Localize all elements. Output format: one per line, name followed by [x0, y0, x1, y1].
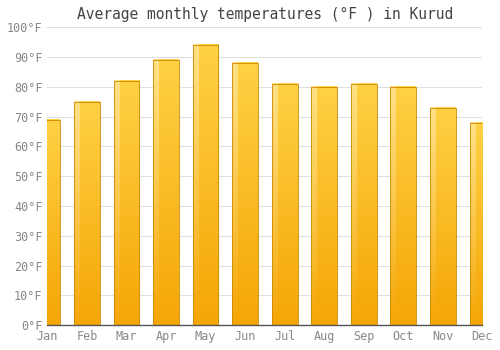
- Bar: [232, 63, 258, 325]
- Bar: [114, 81, 140, 325]
- Bar: [272, 84, 297, 325]
- Bar: [153, 60, 179, 325]
- Bar: [192, 45, 218, 325]
- Bar: [470, 122, 495, 325]
- Bar: [34, 120, 60, 325]
- Bar: [351, 84, 376, 325]
- Bar: [312, 87, 337, 325]
- Title: Average monthly temperatures (°F ) in Kurud: Average monthly temperatures (°F ) in Ku…: [77, 7, 453, 22]
- Bar: [430, 108, 456, 325]
- Bar: [390, 87, 416, 325]
- Bar: [74, 102, 100, 325]
